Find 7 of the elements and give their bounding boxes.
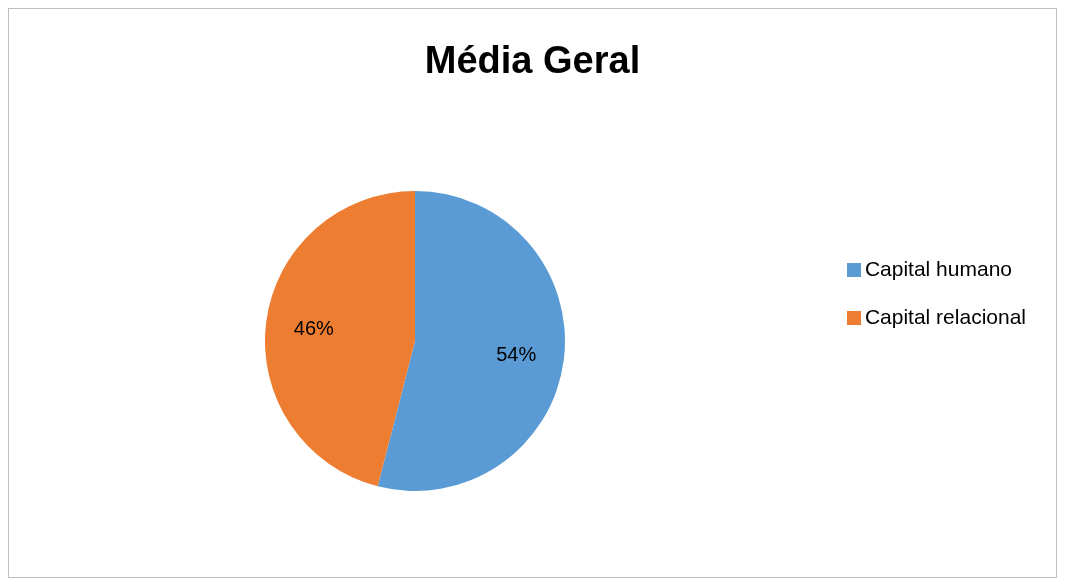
data-label: 54%	[496, 342, 537, 365]
chart-title: Média Geral	[423, 39, 642, 82]
data-label: 46%	[293, 317, 335, 340]
pie-slice	[265, 191, 415, 487]
legend-label: Capital relacional	[864, 305, 1026, 328]
pie-slice	[377, 191, 565, 491]
legend-label: Capital humano	[864, 257, 1012, 280]
